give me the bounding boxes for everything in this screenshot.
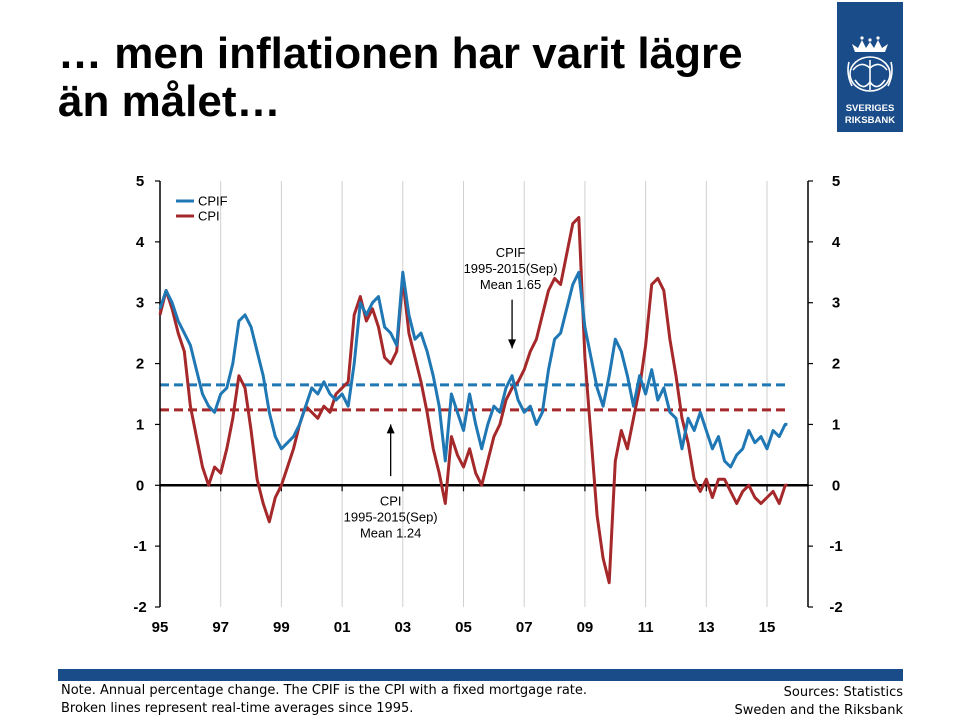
- slide-title-line2: än målet…: [58, 77, 281, 126]
- x-tick-label: 15: [759, 619, 776, 636]
- x-tick-label: 05: [455, 619, 472, 636]
- footer-sources: Sources: Statistics Sweden and the Riksb…: [663, 684, 904, 720]
- y-tick-label-left: 3: [136, 295, 144, 312]
- series-lines: [158, 216, 788, 585]
- annotation-label: 1995-2015(Sep): [464, 261, 558, 276]
- legend-label-cpi: CPI: [198, 209, 220, 224]
- crown-icon: [852, 36, 888, 52]
- y-tick-label-right: -1: [829, 538, 842, 555]
- y-tick-label-right: 2: [832, 356, 840, 373]
- seal-emblem-icon: [847, 56, 893, 92]
- y-tick-label-left: 4: [136, 234, 145, 251]
- footer-sources-line1: Sources: Statistics: [783, 685, 903, 700]
- vertical-gridlines: [220, 181, 768, 607]
- legend-label-cpif: CPIF: [198, 194, 228, 209]
- y-tick-label-right: 4: [832, 234, 841, 251]
- arrowhead-icon: [386, 424, 395, 434]
- y-tick-label-left: 0: [136, 477, 144, 494]
- x-tick-label: 01: [334, 619, 351, 636]
- axes: [155, 180, 813, 608]
- series-line-cpif: [158, 270, 788, 469]
- x-tick-label: 03: [394, 619, 411, 636]
- tick-labels: -2 -2-1 -10 01 12 23 34 45 595 97 99 01 03 05 07 09 11 13…: [133, 173, 842, 636]
- annotation-label: CPI: [380, 493, 402, 508]
- x-tick-label: 95: [152, 619, 169, 636]
- logo-text-line1: SVERIGES: [846, 103, 895, 114]
- riksbank-logo: SVERIGES RIKSBANK: [837, 2, 903, 132]
- arrowhead-icon: [508, 339, 517, 349]
- reference-lines: [160, 383, 790, 412]
- slide-title: … men inflationen har varit lägre än mål…: [58, 30, 828, 126]
- x-tick-label: 09: [577, 619, 594, 636]
- annotation-label: 1995-2015(Sep): [344, 509, 438, 524]
- logo-text-line2: RIKSBANK: [845, 115, 895, 126]
- x-tick-label: 11: [638, 619, 654, 636]
- y-tick-label-left: 5: [136, 173, 144, 190]
- footer-bar: [58, 669, 903, 681]
- slide-title-line1: … men inflationen har varit lägre: [58, 29, 743, 78]
- x-tick-label: 99: [273, 619, 290, 636]
- y-tick-label-right: -2: [829, 599, 842, 616]
- y-tick-label-right: 1: [832, 416, 840, 433]
- y-tick-label-right: 3: [832, 295, 840, 312]
- y-tick-label-left: 1: [136, 416, 144, 433]
- footer-note-line1: Note. Annual percentage change. The CPIF…: [61, 683, 588, 698]
- x-tick-label: 07: [516, 619, 533, 636]
- footer-sources-line2: Sweden and the Riksbank: [734, 703, 904, 718]
- x-tick-label: 97: [212, 619, 229, 636]
- y-tick-label-left: -2: [133, 599, 146, 616]
- annotation-label: Mean 1.24: [360, 525, 421, 540]
- footer-note-line2: Broken lines represent real-time average…: [61, 701, 414, 716]
- y-tick-label-right: 0: [832, 477, 840, 494]
- x-tick-label: 13: [698, 619, 715, 636]
- annotation-label: Mean 1.65: [480, 277, 541, 292]
- y-tick-label-left: -1: [133, 538, 146, 555]
- footer-note: Note. Annual percentage change. The CPIF…: [61, 682, 701, 718]
- annotation-label: CPIF: [496, 245, 526, 260]
- y-tick-label-right: 5: [832, 173, 840, 190]
- y-tick-label-left: 2: [136, 356, 144, 373]
